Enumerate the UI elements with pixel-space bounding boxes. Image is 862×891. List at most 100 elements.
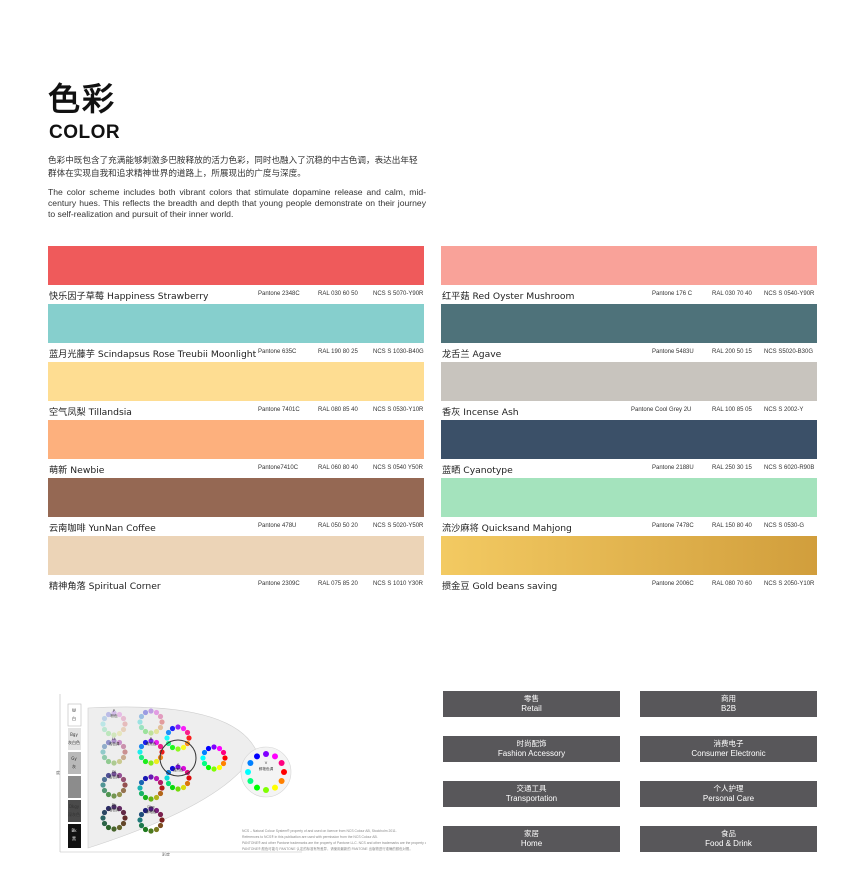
color-dot (116, 791, 123, 798)
category-button-home[interactable]: 家居 Home (443, 826, 620, 852)
category-button-personal-care[interactable]: 个人护理 Personal Care (640, 781, 817, 807)
color-dot (101, 776, 108, 783)
cluster-label: Dkg (147, 805, 154, 809)
color-dot (157, 790, 164, 797)
color-dot (116, 805, 123, 812)
category-button-transportation[interactable]: 交通工具 Transportation (443, 781, 620, 807)
category-label-zh: 商用 (721, 694, 736, 703)
category-label-en: Retail (521, 704, 542, 713)
swatch-meta: 精神角落 Spiritual Corner Pantone 2309C RAL 07… (48, 578, 424, 592)
swatch-meta: 流沙麻将 Quicksand Mahjong Pantone 7478C RAL 1… (441, 520, 817, 534)
color-swatch (48, 246, 424, 285)
color-dot (216, 764, 223, 771)
color-dot (101, 820, 108, 827)
color-dot (101, 726, 108, 733)
color-dot (272, 753, 278, 760)
ral-code: RAL 100 85 05 (712, 407, 752, 413)
cluster-label: 深暗色 (146, 809, 157, 814)
color-dot (200, 755, 206, 761)
color-dot (254, 784, 260, 791)
color-dot (169, 765, 176, 772)
swatch-name: 精神角落 Spiritual Corner (49, 581, 161, 592)
color-swatch (48, 420, 424, 459)
category-label-en: Consumer Electronic (691, 749, 766, 758)
color-swatch (441, 536, 817, 575)
color-dot (186, 775, 192, 781)
color-dot (100, 782, 106, 788)
ncs-code: NCS S5020-B30G (764, 349, 814, 355)
swatch-meta: 云南咖啡 YunNan Coffee Pantone 478U RAL 050 50… (48, 520, 424, 534)
swatch-column-right: 红平菇 Red Oyster Mushroom Pantone 176 C RAL … (441, 246, 817, 594)
ncs-code: NCS S 1010 Y30R (373, 581, 423, 587)
color-dot (211, 766, 217, 772)
color-dot (122, 782, 128, 788)
swatch-name: 快乐因子草莓 Happiness Strawberry (49, 291, 209, 302)
color-dot (157, 822, 164, 829)
swatch-meta: 蓝月光藤芋 Scindapsus Rose Treubii Moonlight P… (48, 346, 424, 360)
color-dot (116, 772, 123, 779)
color-dot (148, 774, 154, 780)
swatch-meta: 空气凤梨 Tillandsia Pantone 7401C RAL 080 85 4… (48, 404, 424, 418)
color-dot (138, 779, 145, 786)
color-dot (180, 765, 187, 772)
category-label-zh: 家居 (524, 829, 539, 838)
color-dot (211, 744, 217, 750)
ncs-code: NCS S 2002-Y (764, 407, 804, 413)
ncs-code: NCS S 1030-B40G (373, 349, 424, 355)
scale-label: Bk (71, 828, 77, 833)
category-button-retail[interactable]: 零售 Retail (443, 691, 620, 717)
color-swatch (48, 536, 424, 575)
category-button-fashion-accessory[interactable]: 时尚配饰 Fashion Accessory (443, 736, 620, 762)
scale-label: 灰白色 (68, 739, 80, 745)
category-button-food-drink[interactable]: 食品 Food & Drink (640, 826, 817, 852)
cluster-label: Dl (112, 770, 116, 774)
ncs-code: NCS S 0530-Y10R (373, 407, 424, 413)
color-dot (138, 713, 145, 720)
color-dot (169, 784, 176, 791)
color-dot (105, 805, 112, 812)
color-dot (120, 726, 127, 733)
color-dot (175, 786, 181, 792)
swatch-row: 流沙麻将 Quicksand Mahjong Pantone 7478C RAL 1… (441, 478, 817, 536)
color-dot (116, 824, 123, 831)
swatch-row: 蓝月光藤芋 Scindapsus Rose Treubii Moonlight P… (48, 304, 424, 362)
category-label-zh: 食品 (721, 829, 736, 838)
swatch-name: 掼金豆 Gold beans saving (442, 581, 558, 592)
swatch-row: 龙舌兰 Agave Pantone 5483U RAL 200 50 15 NCS S… (441, 304, 817, 362)
swatch-meta: 萌新 Newbie Pantone7410C RAL 060 80 40 NCS S … (48, 462, 424, 476)
category-label-zh: 零售 (524, 694, 539, 703)
fineprint-line: PANTONE® 颜色可能与 PANTONE 认定的标准有所差异，请使用最新的 … (242, 847, 413, 851)
color-dot (175, 764, 181, 770)
color-dot (138, 790, 145, 797)
color-dot (180, 744, 187, 751)
color-dot (105, 711, 112, 718)
swatch-row: 红平菇 Red Oyster Mushroom Pantone 176 C RAL … (441, 246, 817, 304)
cluster-label: Dk (112, 803, 118, 807)
color-dot (111, 760, 117, 766)
category-label-en: Transportation (505, 794, 558, 803)
color-dot (159, 817, 165, 823)
swatch-column-left: 快乐因子草莓 Happiness Strawberry Pantone 2348C… (48, 246, 424, 594)
color-dot (105, 772, 112, 779)
color-dot (272, 784, 278, 791)
fineprint-line: PANTONE® and other Pantone trademarks ar… (242, 841, 426, 845)
color-dot (116, 758, 123, 765)
scale-label: Dkgy (69, 804, 80, 809)
color-dot (157, 724, 164, 731)
cluster-label: P (113, 709, 116, 713)
color-dot (247, 760, 254, 766)
color-dot (138, 754, 145, 761)
color-dot (100, 749, 106, 755)
category-button-b2b[interactable]: 商用 B2B (640, 691, 817, 717)
color-swatch (441, 362, 817, 401)
color-dot (175, 724, 181, 730)
color-swatch (48, 304, 424, 343)
ral-code: RAL 150 80 40 (712, 523, 752, 529)
color-dot (263, 751, 269, 757)
ncs-code: NCS S 0540-Y90R (764, 291, 815, 297)
cluster-label: 浅色调 (109, 741, 120, 746)
intro-text-zh: 色彩中既包含了充满能够刺激多巴胺释放的活力色彩，同时也融入了沉稳的中古色调，表达… (48, 156, 418, 179)
category-button-consumer-electronic[interactable]: 消费电子 Consumer Electronic (640, 736, 817, 762)
pantone-code: Pantone7410C (258, 465, 299, 471)
pantone-code: Pantone 7401C (258, 407, 300, 413)
